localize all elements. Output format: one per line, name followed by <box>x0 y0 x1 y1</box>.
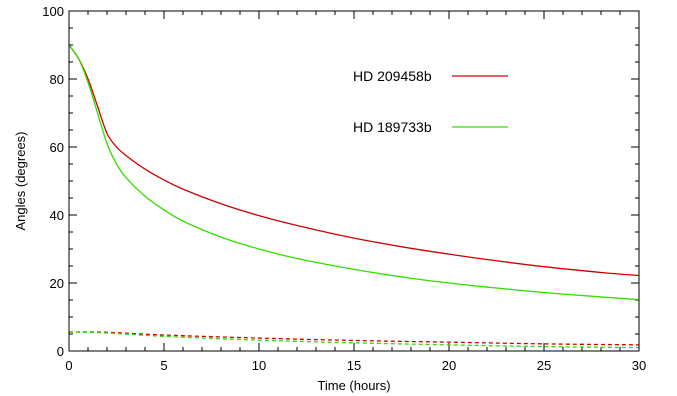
series-line-1 <box>68 44 640 301</box>
x-tick-label: 0 <box>65 358 72 373</box>
x-axis-label: Time (hours) <box>317 378 390 393</box>
y-tick-label: 100 <box>42 4 64 19</box>
x-tick-label: 5 <box>160 358 167 373</box>
axis-ticks <box>68 10 640 352</box>
x-tick-label: 15 <box>347 358 361 373</box>
y-tick-label: 40 <box>50 208 64 223</box>
x-tick-label: 25 <box>537 358 551 373</box>
y-axis-label: Angles (degrees) <box>13 132 28 231</box>
y-tick-label: 60 <box>50 140 64 155</box>
series-line-0 <box>68 44 640 277</box>
y-tick-label: 0 <box>57 344 64 359</box>
y-tick-label: 20 <box>50 276 64 291</box>
dashed-series-line-2 <box>68 331 640 346</box>
x-tick-label: 10 <box>252 358 266 373</box>
x-tick-label: 20 <box>442 358 456 373</box>
y-tick-label: 80 <box>50 72 64 87</box>
series-lines <box>68 44 640 349</box>
tick-labels: 0 5 10 15 20 25 30 0 20 40 60 80 100 <box>42 4 646 373</box>
legend-label-1: HD 189733b <box>353 119 432 135</box>
plot-frame <box>68 10 640 352</box>
dashed-series-line-3 <box>68 331 640 349</box>
legend: HD 209458b HD 189733b <box>353 68 508 135</box>
x-tick-label: 30 <box>632 358 646 373</box>
legend-label-0: HD 209458b <box>353 68 432 84</box>
